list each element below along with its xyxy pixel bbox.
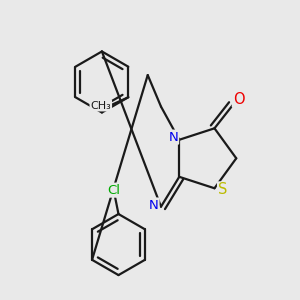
Text: CH₃: CH₃: [90, 100, 111, 110]
Text: N: N: [149, 199, 159, 212]
Text: Cl: Cl: [107, 184, 120, 196]
Text: O: O: [233, 92, 244, 106]
Text: N: N: [168, 130, 178, 144]
Text: S: S: [218, 182, 227, 197]
